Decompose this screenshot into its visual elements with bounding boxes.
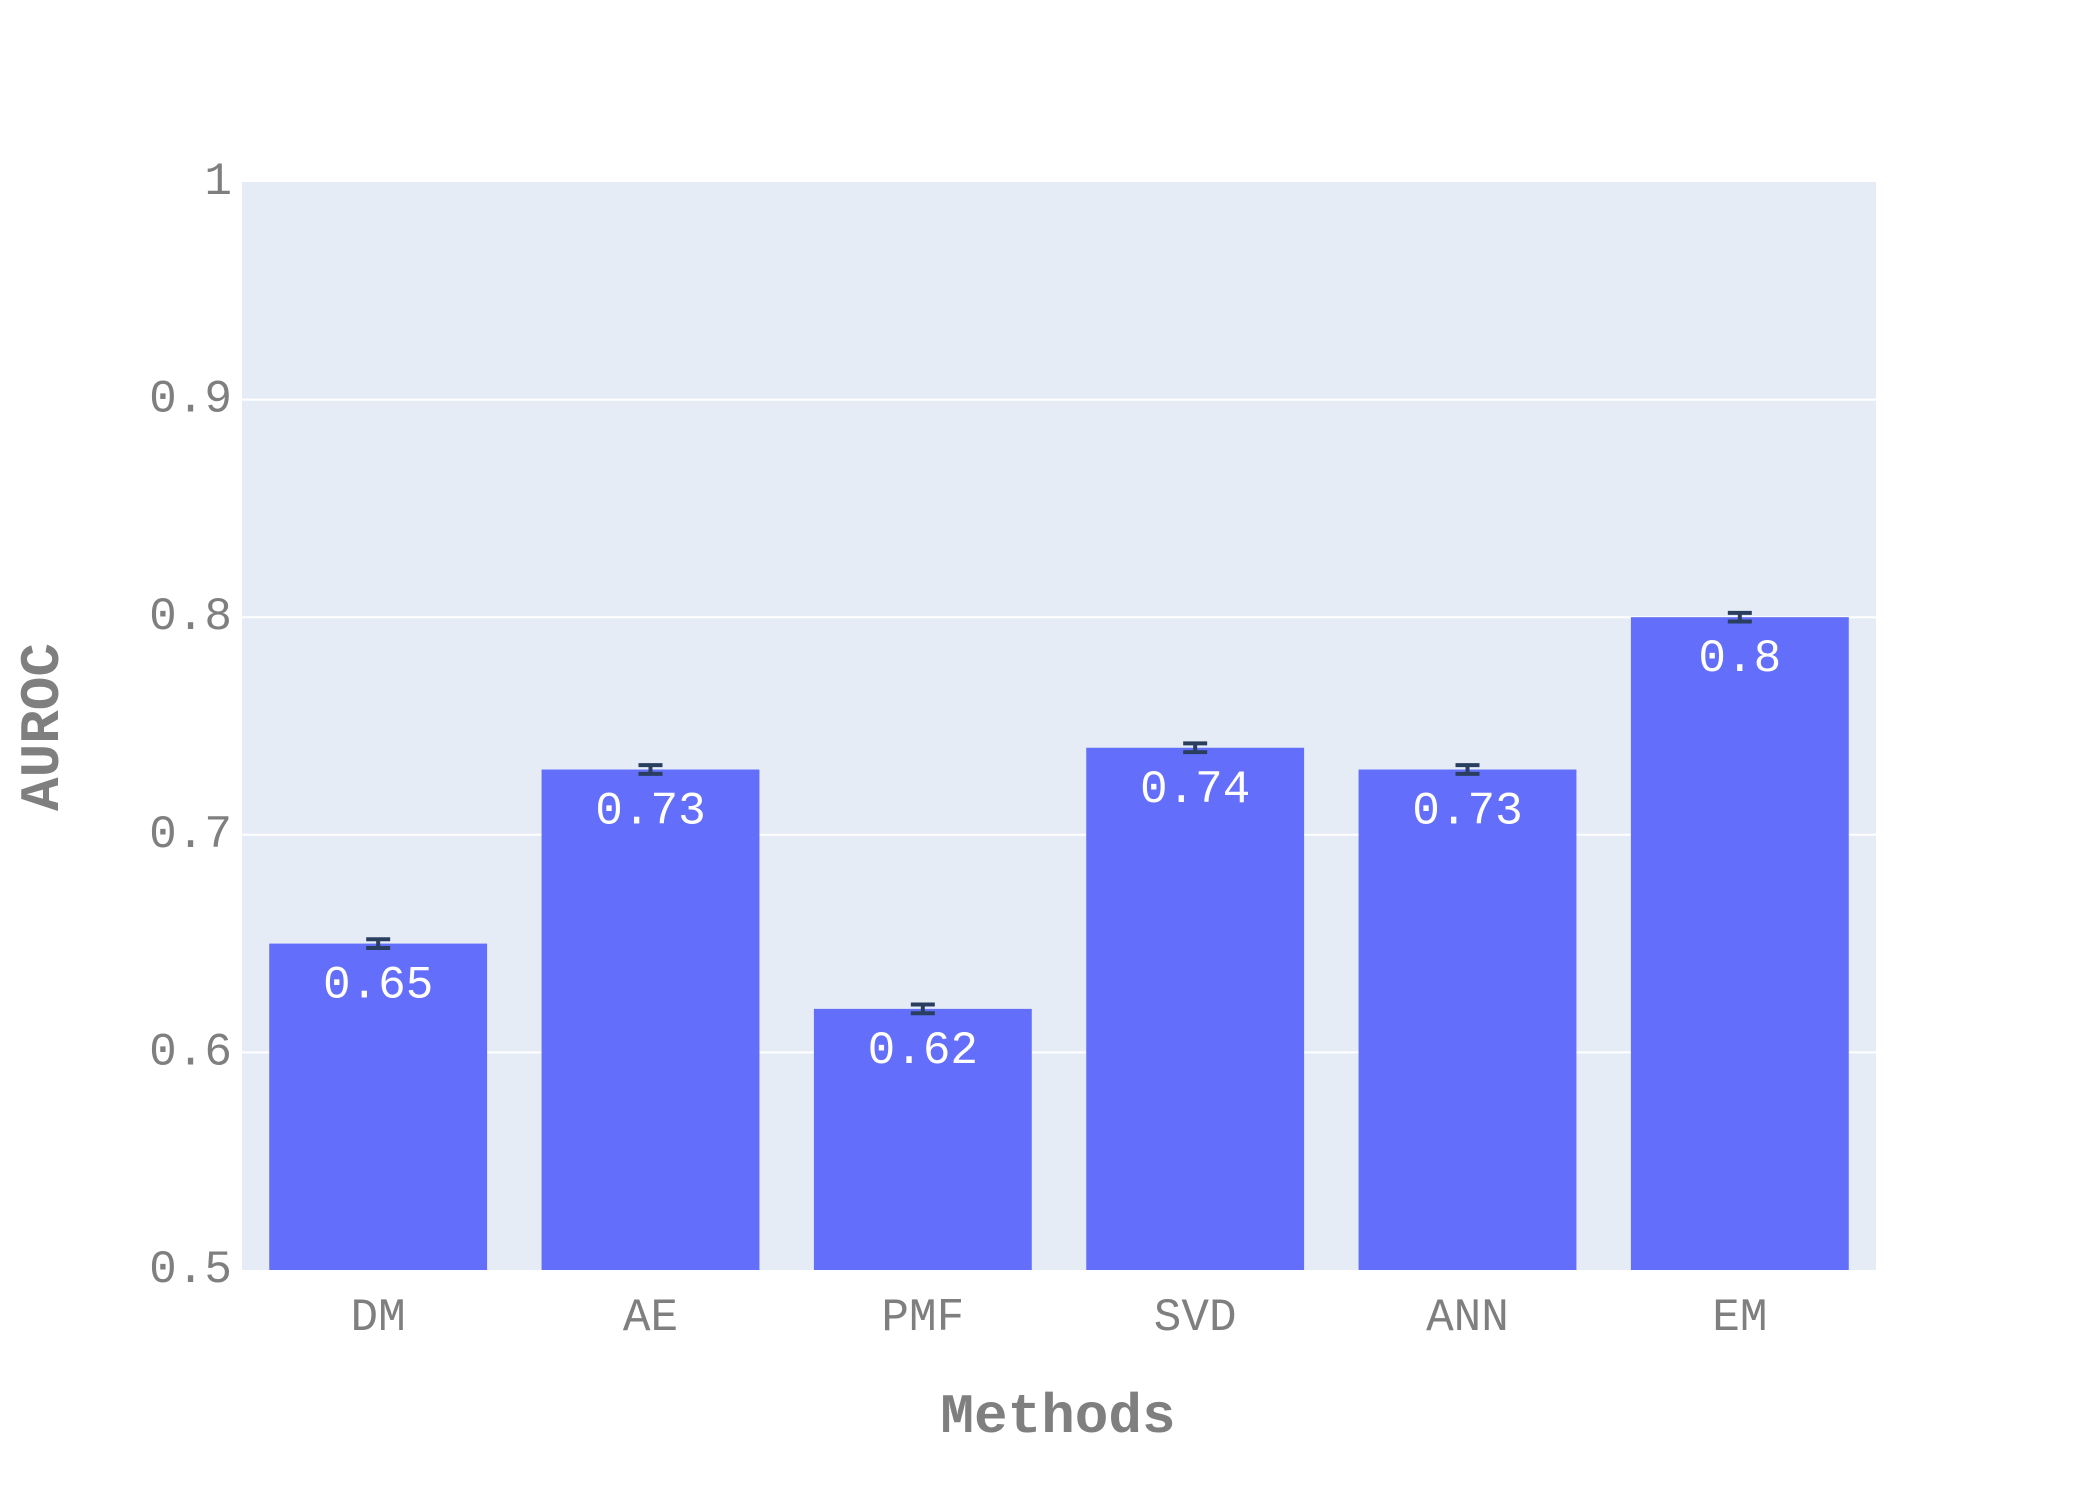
x-tick-label: AE	[623, 1292, 678, 1344]
y-tick-label: 0.7	[149, 809, 232, 861]
bar-value-label: 0.73	[1412, 786, 1522, 838]
y-tick-label: 0.6	[149, 1026, 232, 1078]
y-tick-label: 0.5	[149, 1244, 232, 1296]
bar-value-label: 0.74	[1140, 764, 1250, 816]
bar-ann	[1359, 770, 1577, 1270]
y-tick-label: 0.8	[149, 591, 232, 643]
bar-value-label: 0.62	[868, 1025, 978, 1077]
x-axis-title: Methods	[940, 1385, 1175, 1449]
bar-value-label: 0.8	[1698, 633, 1781, 685]
x-tick-label: DM	[351, 1292, 406, 1344]
x-tick-label: ANN	[1426, 1292, 1509, 1344]
y-axis-title: AUROC	[11, 643, 75, 811]
x-axis-ticks: DM AE PMF SVD ANN EM	[351, 1292, 1768, 1344]
x-tick-label: PMF	[881, 1292, 964, 1344]
y-tick-label: 1	[204, 156, 232, 208]
bar-svd	[1086, 748, 1304, 1270]
bar-value-label: 0.65	[323, 960, 433, 1012]
x-tick-label: SVD	[1154, 1292, 1237, 1344]
x-tick-label: EM	[1712, 1292, 1767, 1344]
bar-value-label: 0.73	[595, 786, 705, 838]
y-tick-label: 0.9	[149, 374, 232, 426]
bar-em	[1631, 617, 1849, 1270]
y-axis-ticks: 0.5 0.6 0.7 0.8 0.9 1	[149, 156, 232, 1296]
bar-ae	[542, 770, 760, 1270]
